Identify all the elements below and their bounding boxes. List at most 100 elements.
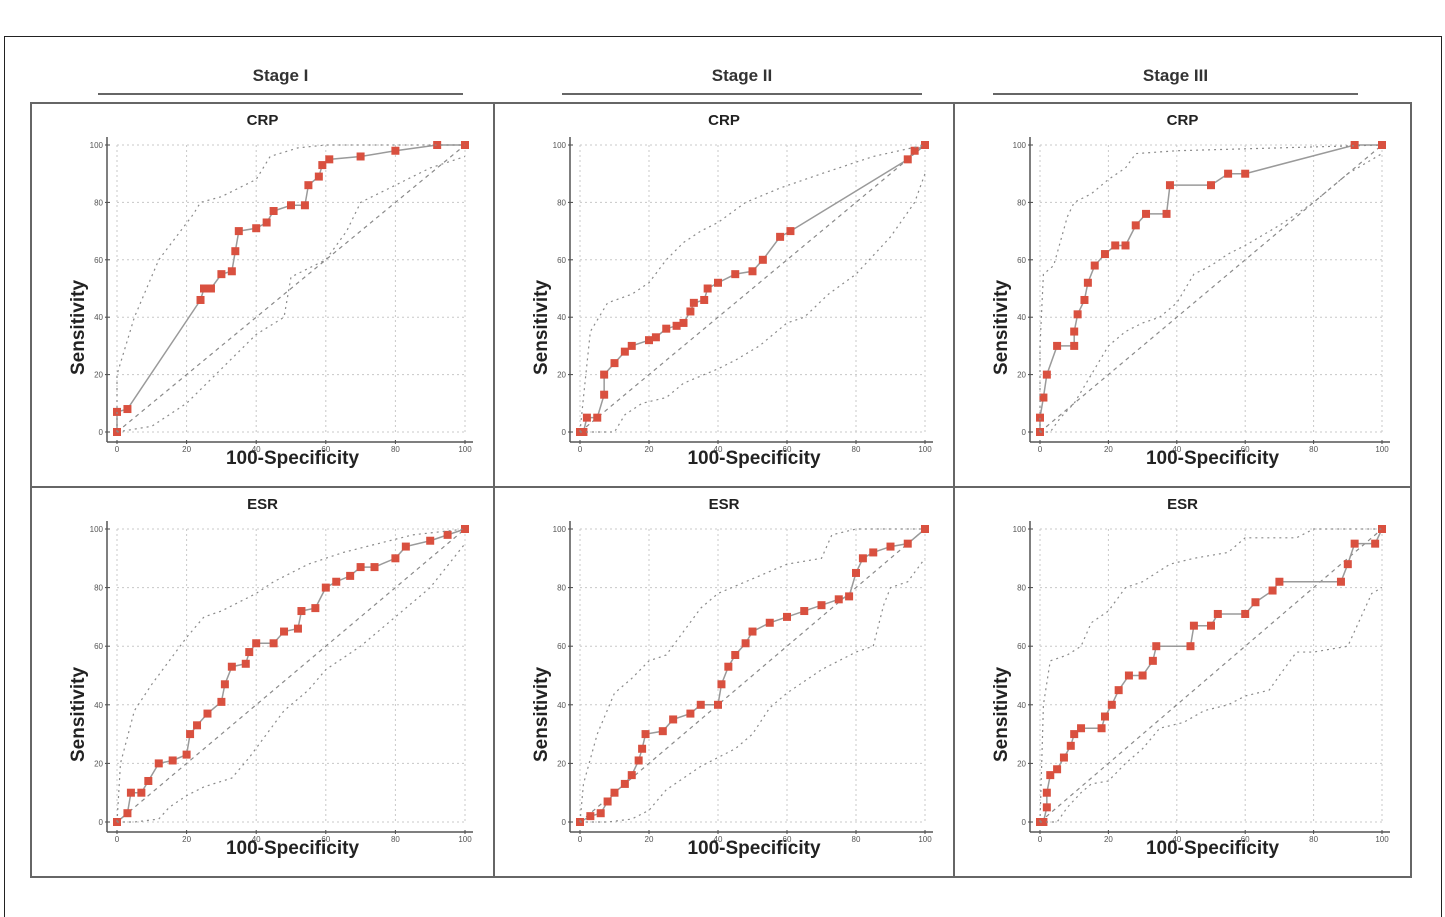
ci-lower-curve — [1040, 587, 1383, 823]
roc-point — [686, 307, 695, 316]
x-tick-label: 20 — [1104, 445, 1113, 454]
roc-point — [634, 756, 643, 765]
roc-point — [245, 648, 254, 657]
ci-lower-curve — [117, 543, 466, 823]
roc-point — [287, 201, 295, 210]
roc-plot: 0 0 20 20 40 40 60 60 80 80 100 100 — [1013, 521, 1390, 844]
roc-point — [1343, 560, 1352, 569]
roc-point — [203, 709, 212, 718]
y-tick-label: 20 — [1017, 759, 1026, 768]
x-tick-label: 20 — [1104, 835, 1113, 844]
reference-diagonal — [1039, 528, 1383, 823]
roc-point — [1097, 724, 1106, 733]
roc-point — [1207, 181, 1215, 190]
roc-point — [1077, 724, 1086, 733]
roc-point — [714, 700, 722, 709]
y-tick-label: 0 — [562, 818, 567, 827]
roc-point — [1053, 765, 1062, 774]
x-axis-label: 100-Specificity — [687, 838, 821, 859]
roc-point — [1090, 261, 1099, 270]
roc-point — [620, 347, 629, 356]
roc-panel-esr-1: ESR Sensitivity 100-Specificity 0 0 20 20 40 4… — [30, 486, 495, 878]
roc-point — [325, 155, 334, 164]
roc-point — [1039, 393, 1048, 402]
roc-point — [217, 270, 226, 279]
stage-underline-1 — [98, 93, 463, 95]
roc-point — [845, 592, 854, 601]
roc-point — [1224, 169, 1233, 178]
figure-frame — [4, 36, 1442, 917]
roc-plot: 0 0 20 20 40 40 60 60 80 80 100 100 — [90, 521, 473, 844]
roc-point — [620, 779, 629, 788]
x-tick-label: 40 — [714, 445, 723, 454]
y-tick-label: 40 — [94, 701, 103, 710]
x-tick-label: 40 — [1172, 445, 1181, 454]
roc-point — [903, 155, 912, 164]
x-tick-label: 40 — [714, 835, 723, 844]
roc-point — [297, 607, 306, 616]
x-tick-label: 80 — [852, 445, 861, 454]
roc-point — [672, 321, 681, 330]
roc-point — [1251, 598, 1260, 607]
x-tick-label: 0 — [115, 445, 120, 454]
roc-point — [123, 405, 132, 414]
roc-point — [641, 730, 650, 739]
y-tick-label: 60 — [1017, 642, 1026, 651]
roc-plot: 0 0 20 20 40 40 60 60 80 80 100 100 — [90, 137, 473, 454]
roc-plot: 0 0 20 20 40 40 60 60 80 80 100 100 — [553, 137, 933, 454]
roc-point — [903, 539, 912, 548]
roc-point — [1070, 341, 1079, 350]
x-tick-label: 100 — [458, 835, 472, 844]
roc-point — [1066, 741, 1075, 750]
roc-point — [1207, 621, 1215, 630]
roc-point — [168, 756, 177, 765]
roc-point — [1053, 341, 1062, 350]
x-tick-label: 0 — [578, 445, 583, 454]
roc-point — [1046, 771, 1055, 780]
y-tick-label: 20 — [1017, 371, 1026, 380]
roc-point — [217, 697, 226, 706]
roc-point — [461, 525, 469, 533]
panel-title: ESR — [1167, 496, 1198, 513]
roc-point — [1268, 586, 1277, 595]
y-tick-label: 60 — [557, 256, 566, 265]
x-tick-label: 100 — [1375, 445, 1389, 454]
roc-point — [1131, 221, 1140, 230]
roc-point — [304, 181, 313, 190]
roc-point — [1107, 700, 1116, 709]
reference-diagonal — [579, 144, 926, 433]
stage-underline-2 — [562, 93, 922, 95]
x-axis-label: 100-Specificity — [1145, 838, 1280, 859]
ci-upper-curve — [579, 528, 925, 823]
panel-title: CRP — [708, 112, 740, 129]
roc-point — [852, 568, 860, 577]
roc-point — [252, 639, 261, 648]
roc-point — [1100, 712, 1109, 721]
roc-point — [724, 662, 733, 671]
roc-point — [1042, 370, 1051, 379]
roc-point — [113, 407, 121, 416]
roc-point — [401, 542, 410, 551]
y-tick-label: 20 — [557, 371, 566, 380]
roc-point — [1121, 241, 1130, 250]
x-tick-label: 60 — [783, 835, 792, 844]
roc-point — [231, 247, 240, 256]
roc-point — [1080, 295, 1089, 304]
roc-panel-crp-3: CRP Sensitivity 100-Specificity 0 0 20 20 40 4… — [953, 102, 1412, 488]
roc-point — [600, 370, 609, 379]
roc-point — [834, 595, 843, 604]
roc-panel-esr-2: ESR Sensitivity 100-Specificity 0 0 20 20 40 4… — [493, 486, 955, 878]
roc-point — [314, 172, 323, 181]
roc-panel-esr-3: ESR Sensitivity 100-Specificity 0 0 20 20 40 4… — [953, 486, 1412, 878]
ci-lower-curve — [1040, 153, 1383, 433]
roc-point — [269, 639, 278, 648]
y-tick-label: 100 — [553, 141, 567, 150]
x-tick-label: 80 — [1309, 835, 1318, 844]
roc-plot: 0 0 20 20 40 40 60 60 80 80 100 100 — [1013, 137, 1390, 454]
ci-lower-curve — [580, 173, 926, 433]
roc-point — [1070, 730, 1079, 739]
x-tick-label: 20 — [182, 835, 191, 844]
roc-point — [1162, 209, 1171, 218]
roc-point — [1350, 141, 1359, 149]
roc-point — [332, 577, 341, 586]
